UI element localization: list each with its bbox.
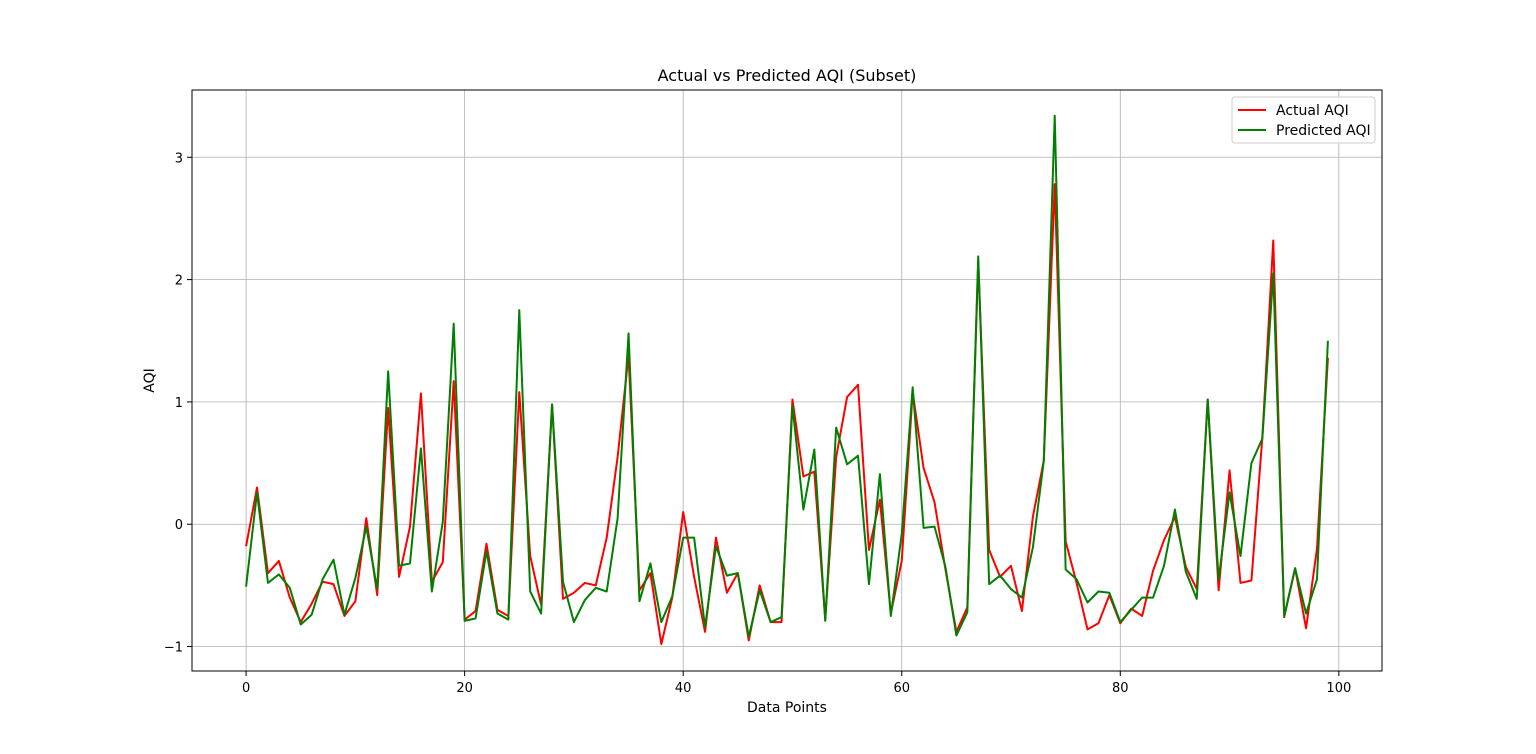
y-tick-label: 0: [175, 518, 183, 533]
x-tick-label: 0: [242, 681, 250, 696]
x-axis-label: Data Points: [747, 700, 827, 716]
legend-label-actual: Actual AQI: [1276, 103, 1349, 119]
y-tick-label: 3: [175, 151, 183, 166]
legend-box: [1231, 96, 1376, 144]
x-tick-label: 60: [893, 681, 910, 696]
legend-label-predicted: Predicted AQI: [1276, 123, 1371, 139]
x-tick-label: 40: [675, 681, 692, 696]
series-layer: [245, 114, 1329, 646]
chart-title: Actual vs Predicted AQI (Subset): [658, 66, 917, 85]
x-tick-label: 20: [456, 681, 473, 696]
series-line-predicted: [245, 114, 1329, 638]
legend: Actual AQI Predicted AQI: [1231, 96, 1376, 144]
plot-area-frame: [191, 89, 1383, 672]
y-tick-label: −1: [164, 641, 183, 656]
tick-layer: 0 20 40 60 80 100 −1 0 1 2 3: [164, 151, 1351, 696]
y-tick-label: 1: [175, 396, 183, 411]
y-axis-label: AQI: [142, 368, 158, 392]
x-tick-label: 100: [1326, 681, 1351, 696]
x-tick-label: 80: [1112, 681, 1129, 696]
y-tick-label: 2: [175, 274, 183, 289]
